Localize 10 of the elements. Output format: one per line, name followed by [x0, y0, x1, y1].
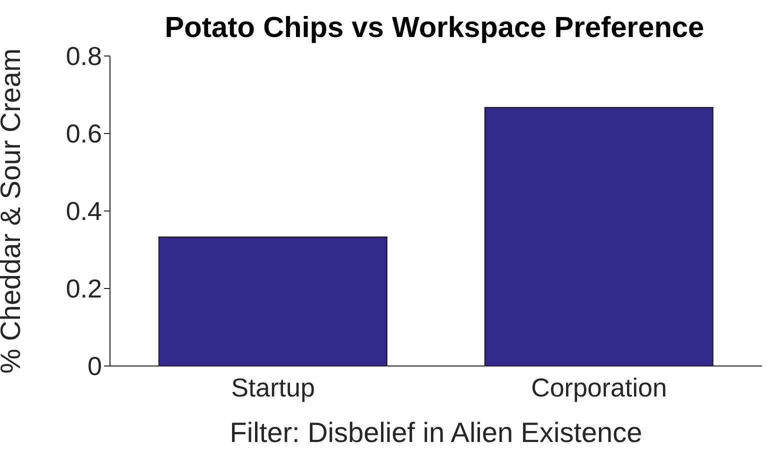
x-tick-label: Startup [231, 372, 315, 402]
y-tick-label: 0.4 [66, 196, 102, 226]
y-tick-label: 0.8 [66, 41, 102, 72]
chart-title: Potato Chips vs Workspace Preference [164, 12, 704, 44]
y-tick-label: 0.6 [66, 118, 102, 149]
x-tick-label: Corporation [531, 372, 667, 402]
y-axis-title: % Cheddar & Sour Cream [0, 48, 26, 374]
y-tick-label: 0 [88, 351, 102, 382]
x-axis-title: Filter: Disbelief in Alien Existence [230, 417, 642, 448]
y-tick-label: 0.2 [66, 274, 102, 304]
